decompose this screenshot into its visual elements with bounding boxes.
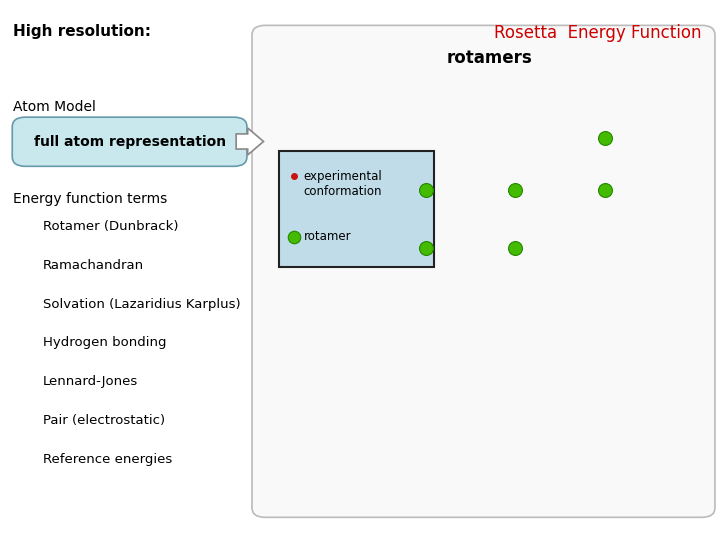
Text: Solvation (Lazaridius Karplus): Solvation (Lazaridius Karplus) <box>43 298 240 310</box>
Text: Lennard-Jones: Lennard-Jones <box>43 375 138 388</box>
Text: High resolution:: High resolution: <box>13 24 151 39</box>
Text: rotamer: rotamer <box>304 230 351 243</box>
Text: Reference energies: Reference energies <box>43 453 173 466</box>
Text: Rosetta  Energy Function: Rosetta Energy Function <box>495 24 702 42</box>
FancyBboxPatch shape <box>279 151 434 267</box>
Text: Energy function terms: Energy function terms <box>13 192 167 206</box>
Text: Atom Model: Atom Model <box>13 100 96 114</box>
Text: rotamers: rotamers <box>446 49 533 66</box>
Text: full atom representation: full atom representation <box>34 135 225 148</box>
Text: Pair (electrostatic): Pair (electrostatic) <box>43 414 166 427</box>
Text: Ramachandran: Ramachandran <box>43 259 144 272</box>
Text: Hydrogen bonding: Hydrogen bonding <box>43 336 167 349</box>
FancyBboxPatch shape <box>252 25 715 517</box>
FancyArrow shape <box>236 128 264 155</box>
FancyBboxPatch shape <box>12 117 247 166</box>
Text: Rotamer (Dunbrack): Rotamer (Dunbrack) <box>43 220 179 233</box>
Text: experimental
conformation: experimental conformation <box>304 170 382 198</box>
